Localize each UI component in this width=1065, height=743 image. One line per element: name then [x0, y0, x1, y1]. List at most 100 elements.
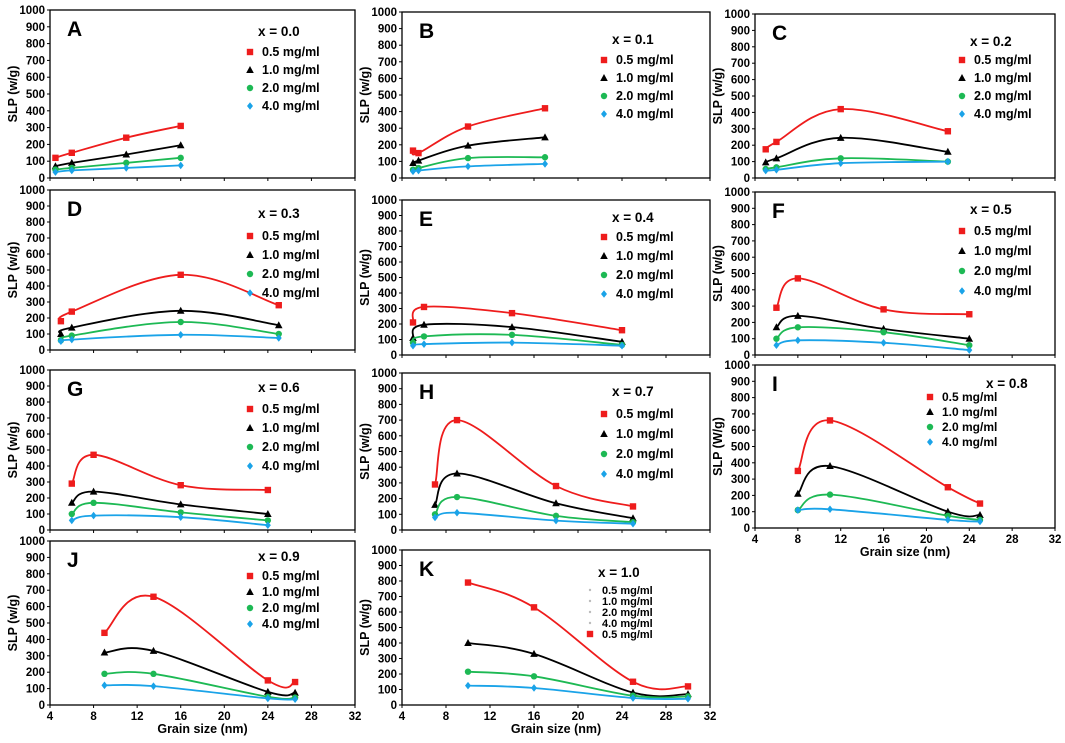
y-tick-label: 200: [378, 669, 397, 681]
y-tick-label: 300: [26, 297, 45, 309]
panel-e: 0 100 200 300 400 500 600 700 800 900 1000 SLP (w/g…: [358, 195, 711, 362]
x-tick-label: 8: [443, 711, 450, 723]
legend-marker: [600, 271, 608, 279]
legend-marker: [247, 462, 253, 470]
data-point: [291, 678, 299, 686]
legend-marker: [246, 572, 254, 580]
data-point: [541, 133, 549, 141]
data-point: [630, 694, 636, 702]
legend-marker: [246, 84, 254, 92]
data-point: [123, 159, 130, 167]
y-tick-label: 100: [731, 507, 750, 519]
y-tick-label: 700: [26, 585, 45, 597]
x-tick-label: 12: [484, 711, 497, 723]
legend-label: 2.0 mg/ml: [602, 607, 653, 619]
legend-marker: [959, 287, 965, 295]
legend-title: x = 0.5: [970, 202, 1012, 217]
data-point: [68, 308, 75, 315]
y-tick-label: 1000: [724, 360, 750, 372]
panel-k: 0 100 200 300 400 500 600 700 800 900 1000 4 8 12 16 20…: [358, 545, 716, 736]
y-tick-label: 700: [26, 233, 45, 245]
panel-letter: E: [419, 208, 433, 231]
y-tick-label: 100: [26, 156, 45, 168]
data-point: [465, 162, 471, 171]
data-point: [629, 678, 637, 685]
y-tick-label: 800: [731, 42, 750, 54]
data-point: [464, 141, 472, 149]
data-point: [464, 579, 472, 586]
series-line: [58, 273, 280, 322]
data-point: [773, 335, 780, 342]
data-point: [414, 156, 423, 164]
x-tick-label: 16: [877, 534, 890, 546]
series-line: [71, 490, 268, 515]
legend-marker: [958, 74, 966, 81]
data-point: [420, 303, 428, 311]
data-point: [944, 507, 952, 515]
data-point: [292, 695, 299, 704]
y-tick-label: 100: [26, 684, 45, 696]
legend-label: 1.0 mg/ml: [616, 71, 674, 85]
y-tick-label: 800: [731, 393, 750, 405]
data-point: [464, 154, 472, 162]
series-line: [55, 144, 181, 168]
data-point: [420, 333, 428, 340]
data-point: [264, 677, 272, 684]
series-line: [70, 453, 268, 491]
x-tick-label: 16: [528, 711, 541, 723]
y-tick-label: 200: [731, 490, 750, 502]
data-point: [90, 499, 97, 506]
legend-label: 4.0 mg/ml: [616, 467, 674, 481]
y-tick-label: 100: [731, 157, 750, 169]
legend-label: 4.0 mg/ml: [602, 618, 653, 630]
data-point: [827, 505, 833, 514]
y-tick-label: 500: [731, 442, 750, 454]
y-tick-label: 0: [391, 350, 397, 362]
data-point: [553, 516, 559, 525]
y-tick-label: 300: [731, 301, 750, 313]
y-tick-label: 600: [26, 429, 45, 441]
y-tick-label: 500: [378, 90, 397, 102]
data-point: [57, 330, 65, 337]
legend-label: 2.0 mg/ml: [616, 89, 674, 103]
y-tick-label: 500: [378, 273, 397, 285]
data-point: [966, 342, 973, 349]
data-point: [68, 516, 75, 525]
y-tick-label: 700: [26, 55, 45, 67]
legend-title: x = 0.4: [612, 210, 654, 225]
y-tick-label: 800: [731, 220, 750, 232]
series-line: [797, 465, 981, 518]
panel-d: 0 100 200 300 400 500 600 700 800 900 1000 SLP (w/g…: [6, 185, 356, 357]
data-point: [52, 154, 59, 162]
y-tick-label: 1000: [724, 187, 750, 199]
data-point: [415, 166, 422, 175]
data-point: [630, 519, 636, 528]
x-tick-label: 20: [572, 711, 585, 723]
x-tick-label: 20: [920, 534, 933, 546]
data-point: [410, 167, 416, 176]
data-point: [837, 159, 844, 168]
data-point: [89, 487, 98, 495]
y-tick-label: 100: [731, 334, 750, 346]
y-tick-label: 100: [26, 329, 45, 341]
legend-label: 1.0 mg/ml: [974, 71, 1032, 85]
data-point: [275, 334, 282, 342]
data-point: [762, 146, 769, 153]
data-point: [415, 149, 422, 157]
y-tick-label: 900: [26, 22, 45, 34]
x-tick-label: 32: [1049, 534, 1062, 546]
data-point: [552, 482, 560, 490]
data-point: [101, 670, 108, 678]
data-point: [150, 593, 157, 600]
y-tick-label: 800: [26, 39, 45, 51]
legend-label: 2.0 mg/ml: [616, 268, 674, 282]
y-tick-label: 0: [744, 173, 750, 185]
y-tick-label: 200: [26, 493, 45, 505]
legend-marker: [927, 438, 933, 446]
y-axis-label: SLP (w/g): [358, 423, 372, 480]
legend-label: 1.0 mg/ml: [616, 427, 674, 441]
panel-f: 0 100 200 300 400 500 600 700 800 900 1000 SLP (w/g…: [711, 187, 1056, 362]
y-tick-label: 500: [731, 91, 750, 103]
y-tick-label: 600: [731, 425, 750, 437]
y-tick-label: 300: [26, 651, 45, 663]
